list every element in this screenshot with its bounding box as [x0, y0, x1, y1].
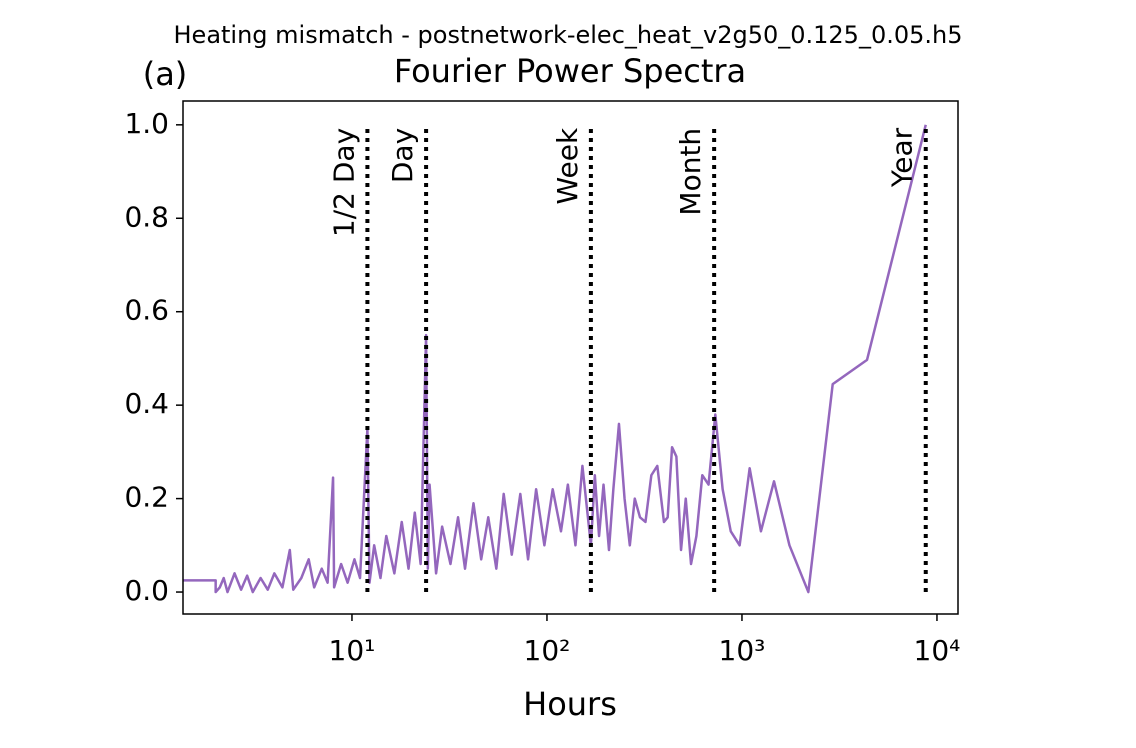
y-tick-label: 0.8	[124, 200, 169, 233]
reference-label: 1/2 Day	[327, 128, 360, 237]
y-tick-label: 0.0	[124, 574, 169, 607]
reference-label: Year	[886, 127, 919, 188]
y-tick-label: 0.6	[124, 294, 169, 327]
reference-label: Week	[551, 127, 584, 204]
x-axis-label: Hours	[523, 685, 617, 723]
y-tick-label: 0.2	[124, 481, 169, 514]
plot-frame	[182, 100, 959, 615]
x-tick-label: 10³	[719, 634, 766, 667]
spectrum-line	[183, 124, 927, 594]
suptitle: Heating mismatch - postnetwork-elec_heat…	[174, 21, 963, 49]
y-tick-label: 0.4	[124, 387, 169, 420]
x-tick-label: 10¹	[329, 634, 376, 667]
reference-label: Month	[674, 128, 707, 216]
chart-title: Fourier Power Spectra	[394, 52, 746, 90]
reference-label: Day	[386, 128, 419, 183]
y-tick-label: 1.0	[124, 107, 169, 140]
panel-label: (a)	[143, 55, 188, 93]
x-tick-label: 10²	[524, 634, 571, 667]
x-tick-label: 10⁴	[914, 634, 961, 667]
